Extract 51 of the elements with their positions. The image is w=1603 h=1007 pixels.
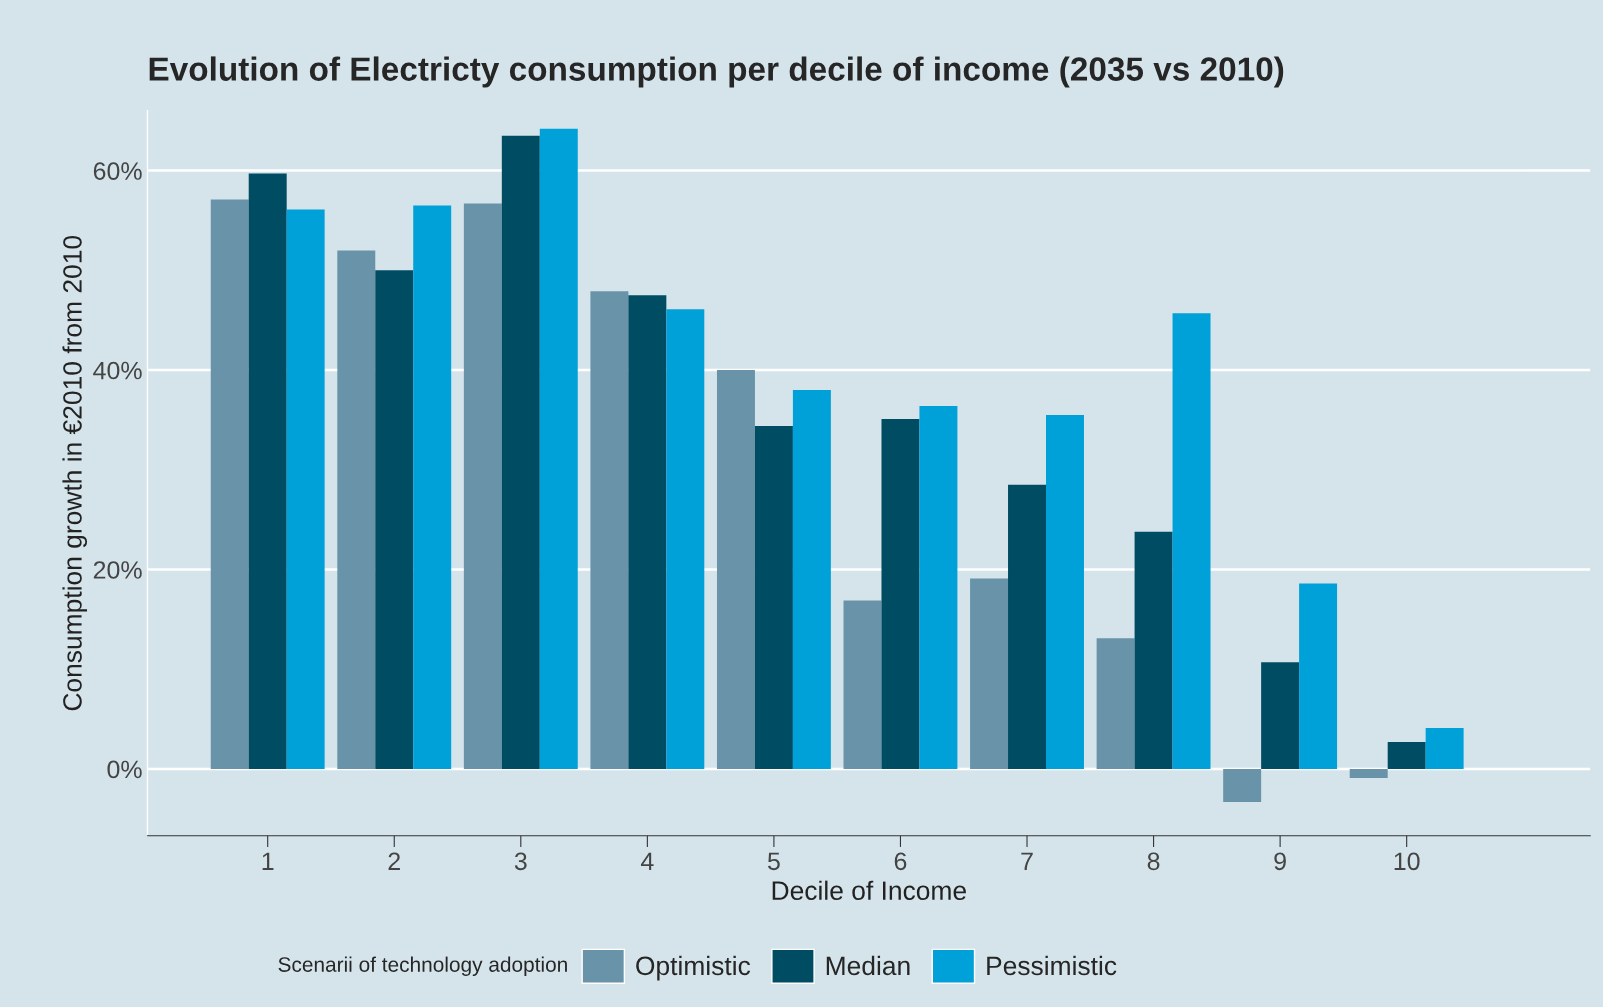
bar [843, 600, 882, 769]
bar [1425, 728, 1464, 769]
bar [1096, 638, 1135, 769]
bar [792, 390, 831, 769]
x-tick-label: 2 [388, 852, 400, 870]
bar [413, 205, 452, 769]
y-tick-label: 0% [107, 760, 142, 779]
bar [590, 291, 629, 769]
bar [881, 418, 920, 769]
y-axis-title: Consumption growth in €2010 from 2010 [62, 235, 88, 711]
bar [1172, 313, 1211, 769]
x-tick-label: 5 [767, 852, 780, 871]
x-tick-label: 7 [1021, 852, 1033, 870]
bar [1008, 484, 1046, 769]
x-tick-label: 10 [1394, 852, 1420, 871]
bar [1046, 414, 1084, 769]
bar [375, 270, 414, 769]
bar [1134, 531, 1173, 769]
bar [1261, 662, 1300, 769]
legend-label: Median [826, 955, 910, 976]
y-tick-label: 20% [93, 561, 142, 579]
bar [666, 309, 705, 769]
bar [754, 425, 793, 769]
x-axis-title: Decile of Income [772, 880, 966, 901]
bar [628, 295, 667, 769]
legend-label: Pessimistic [987, 955, 1117, 976]
bar [248, 173, 287, 769]
x-tick-label: 3 [514, 852, 527, 871]
legend-label: Optimistic [636, 955, 751, 981]
bar [501, 135, 540, 769]
x-tick-label: 4 [640, 852, 654, 870]
bar [716, 370, 755, 769]
x-tick-label: 8 [1147, 852, 1160, 871]
bar [210, 199, 249, 769]
x-tick-label: 9 [1274, 852, 1286, 871]
chart-title: Evolution of Electricty consumption per decile of income (2035 vs 2010) [149, 56, 1284, 88]
bar [1349, 768, 1388, 778]
bar [919, 405, 958, 769]
bar [970, 578, 1009, 769]
bar [337, 250, 376, 769]
bar [539, 128, 578, 769]
x-tick-label: 6 [894, 852, 907, 871]
bar [1223, 768, 1262, 802]
bar [463, 203, 502, 769]
bar [1299, 583, 1338, 769]
bar [1387, 742, 1426, 769]
bar [286, 209, 325, 769]
legend-title: Scenarii of technology adoption [278, 956, 567, 977]
y-tick-label: 40% [93, 361, 142, 380]
x-tick-label: 1 [262, 852, 274, 870]
y-tick-label: 60% [93, 162, 142, 180]
